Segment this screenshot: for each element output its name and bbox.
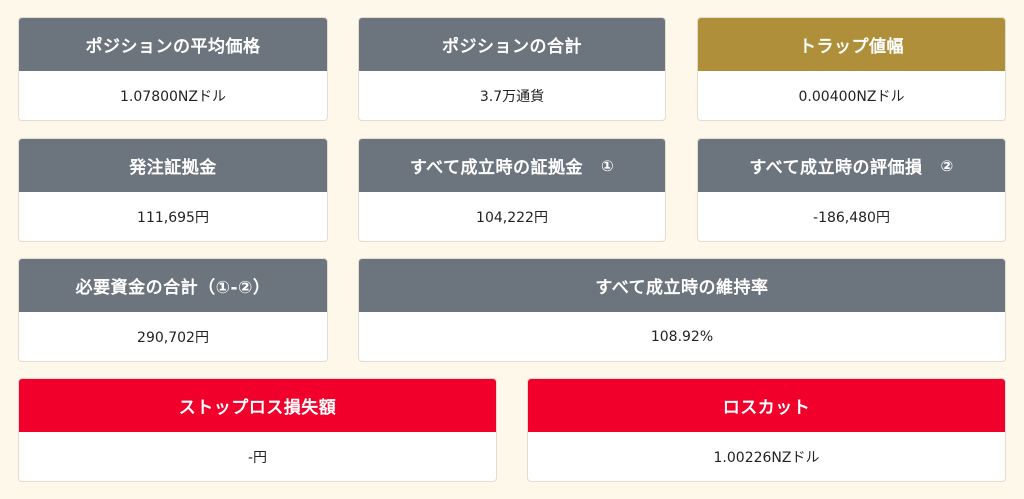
- maintenance-rate-value: 108.92%: [650, 328, 714, 345]
- margin-all-header: すべて成立時の証拠金 ①: [359, 139, 665, 192]
- loss-cut-card: ロスカット 1.00226NZドル: [527, 378, 1006, 482]
- total-position-header: ポジションの合計: [359, 18, 665, 71]
- trap-range-card: トラップ値幅 0.00400NZドル: [697, 17, 1006, 121]
- avg-price-header: ポジションの平均価格: [19, 18, 327, 71]
- required-funds-value: 290,702円: [137, 329, 209, 346]
- valuation-loss-card: すべて成立時の評価損 ② -186,480円: [697, 138, 1006, 242]
- circled-one-marker: ①: [600, 156, 615, 175]
- margin-all-value: 104,222円: [476, 209, 548, 226]
- valuation-loss-value: -186,480円: [813, 209, 890, 226]
- maintenance-rate-card: すべて成立時の維持率 108.92%: [358, 258, 1006, 362]
- valuation-loss-header: すべて成立時の評価損 ②: [698, 139, 1005, 192]
- trap-range-value: 0.00400NZドル: [798, 88, 905, 105]
- avg-price-card: ポジションの平均価格 1.07800NZドル: [18, 17, 328, 121]
- margin-all-title: すべて成立時の証拠金: [409, 158, 583, 178]
- required-funds-title: 必要資金の合計（①-②）: [75, 278, 271, 298]
- loss-cut-header: ロスカット: [528, 379, 1005, 432]
- order-margin-value: 111,695円: [137, 209, 209, 226]
- maintenance-rate-title: すべて成立時の維持率: [595, 278, 769, 298]
- order-margin-card: 発注証拠金 111,695円: [18, 138, 328, 242]
- stop-loss-card: ストップロス損失額 -円: [18, 378, 497, 482]
- total-position-card: ポジションの合計 3.7万通貨: [358, 17, 666, 121]
- loss-cut-value: 1.00226NZドル: [713, 449, 820, 466]
- required-funds-header: 必要資金の合計（①-②）: [19, 259, 327, 312]
- stop-loss-header: ストップロス損失額: [19, 379, 496, 432]
- required-funds-card: 必要資金の合計（①-②） 290,702円: [18, 258, 328, 362]
- stop-loss-title: ストップロス損失額: [178, 398, 337, 418]
- margin-all-card: すべて成立時の証拠金 ① 104,222円: [358, 138, 666, 242]
- total-position-value: 3.7万通貨: [479, 88, 545, 105]
- order-margin-header: 発注証拠金: [19, 139, 327, 192]
- trap-range-header: トラップ値幅: [698, 18, 1005, 71]
- stop-loss-value: -円: [247, 449, 268, 466]
- avg-price-value: 1.07800NZドル: [120, 88, 226, 105]
- maintenance-rate-header: すべて成立時の維持率: [359, 259, 1005, 312]
- order-margin-title: 発注証拠金: [129, 158, 217, 178]
- valuation-loss-title: すべて成立時の評価損: [749, 158, 923, 178]
- total-position-title: ポジションの合計: [442, 37, 582, 57]
- avg-price-title: ポジションの平均価格: [85, 37, 261, 57]
- circled-two-marker: ②: [940, 156, 954, 175]
- loss-cut-title: ロスカット: [722, 398, 811, 418]
- trap-range-title: トラップ値幅: [799, 37, 904, 57]
